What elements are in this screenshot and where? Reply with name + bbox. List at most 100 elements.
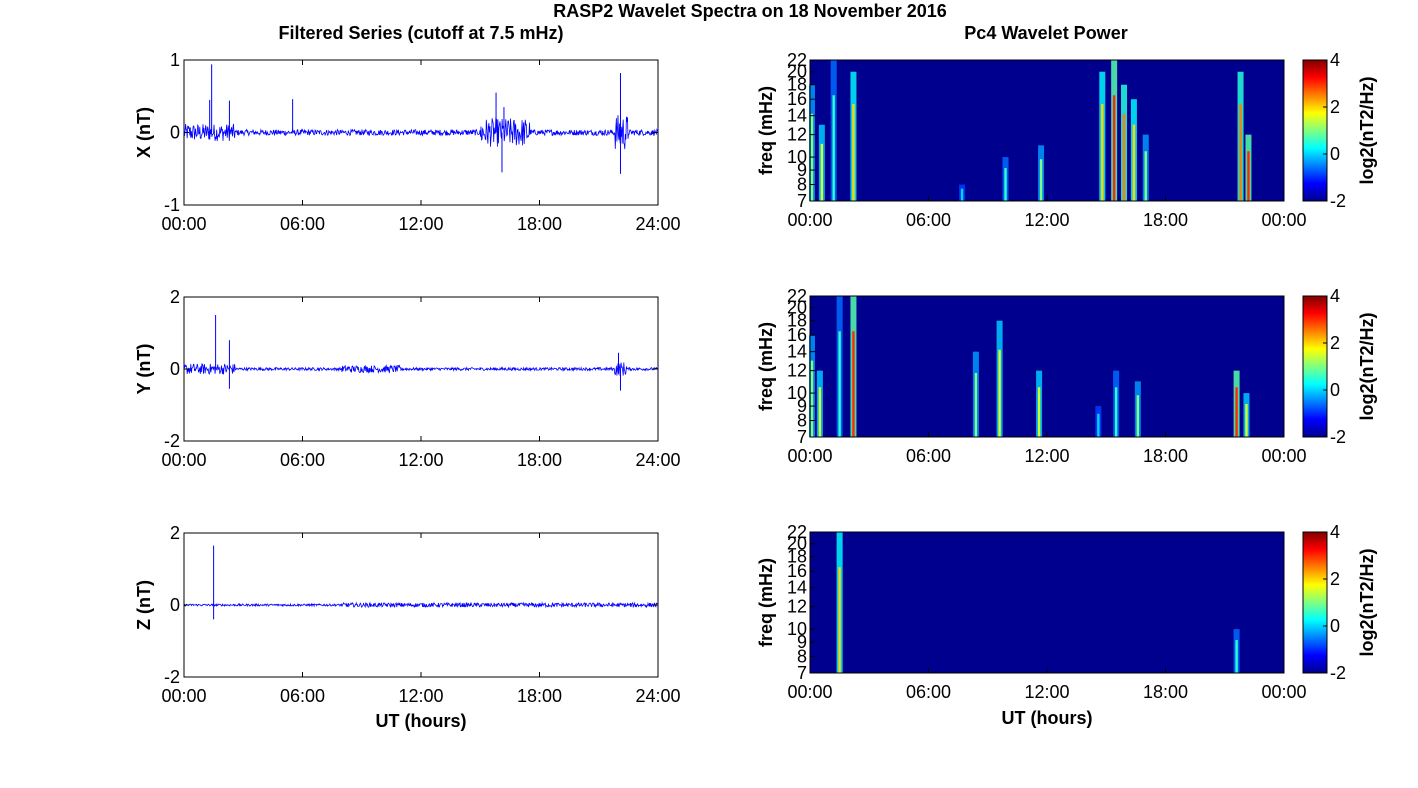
y-tick-label: 12 [787,125,807,145]
right-column-title: Pc4 Wavelet Power [964,23,1127,43]
x-tick-label: 06:00 [906,210,951,230]
x-tick-label: 12:00 [398,686,443,706]
colorbar-gradient [1302,295,1328,438]
y-tick-label: 22 [787,286,807,306]
x-tick-label: 06:00 [906,682,951,702]
y-tick-label: 9 [797,396,807,416]
power-burst [998,349,1001,437]
colorbar-tick-label: 4 [1330,286,1340,306]
y-tick-label: 0 [170,595,180,615]
y-tick-label: 10 [787,619,807,639]
y-tick-label: 14 [787,578,807,598]
y-tick-label: 2 [170,287,180,307]
series-trace [183,362,659,377]
power-burst [1239,104,1242,201]
y-tick-label: 7 [797,427,807,447]
y-tick-label: 10 [787,383,807,403]
power-burst [1235,387,1238,437]
y-axis-label: Z (nT) [134,580,154,630]
series-trace [183,115,659,150]
power-burst [818,387,822,437]
colorbar-label: log2(nT2/Hz) [1357,313,1377,421]
colorbar-gradient [1302,59,1328,202]
colorbar-tick-label: 0 [1330,380,1340,400]
colorbar-tick-label: 2 [1330,97,1340,117]
x-tick-label: 00:00 [161,214,206,234]
y-tick-label: 18 [787,311,807,331]
y-tick-label: 22 [787,50,807,70]
colorbar-3: -2 0 2 4 log2(nT2/Hz) [1302,522,1377,683]
x-tick-label: 18:00 [1143,682,1188,702]
wavelet-panel-2: 00:00 06:00 12:00 18:00 00:00789101214161820… [756,286,1307,466]
y-tick-label: 12 [787,597,807,617]
x-tick-label: 18:00 [1143,446,1188,466]
y-axis-label: freq (mHz) [756,86,776,175]
y-axis-label: freq (mHz) [756,322,776,411]
colorbar-label: log2(nT2/Hz) [1357,77,1377,185]
y-tick-label: 18 [787,547,807,567]
x-tick-label: 18:00 [517,214,562,234]
y-tick-label: 14 [787,342,807,362]
y-tick-label: 16 [787,561,807,581]
x-axis-label: UT (hours) [376,711,467,731]
colorbar-tick-label: 4 [1330,522,1340,542]
series-panel-2: 00:00 06:00 12:00 18:00 24:00 -2 0 2 Y (nT) [134,287,681,470]
power-burst [1004,168,1007,201]
colorbar-tick-label: -2 [1330,663,1346,683]
y-tick-label: 10 [787,147,807,167]
figure-title: RASP2 Wavelet Spectra on 18 November 201… [553,1,947,21]
wavelet-panel-3: 00:00 06:00 12:00 18:00 00:00789101214161820… [756,522,1307,728]
y-tick-label: 8 [797,411,807,431]
y-tick-label: 16 [787,89,807,109]
power-burst [810,360,814,437]
x-tick-label: 12:00 [398,214,443,234]
x-tick-label: 00:00 [161,450,206,470]
y-tick-label: 8 [797,175,807,195]
series-panel-1: 00:00 06:00 12:00 18:00 24:00 -1 0 1 X (nT) [134,50,681,234]
colorbar-label: log2(nT2/Hz) [1357,549,1377,657]
colorbar-gradient [1302,531,1328,674]
series-trace [183,601,659,609]
x-tick-label: 24:00 [635,686,680,706]
y-tick-label: 0 [170,359,180,379]
series-panel-3: 00:00 06:00 12:00 18:00 24:00 -2 0 2 Z (nT) UT (h… [134,523,681,731]
power-burst [838,567,841,673]
power-burst [974,372,978,437]
x-tick-label: 06:00 [280,686,325,706]
x-tick-label: 00:00 [787,446,832,466]
power-background [810,532,1284,673]
x-tick-label: 18:00 [517,450,562,470]
left-column-title: Filtered Series (cutoff at 7.5 mHz) [278,23,563,43]
x-tick-label: 18:00 [1143,210,1188,230]
colorbar-2: -2 0 2 4 log2(nT2/Hz) [1302,286,1377,447]
x-tick-label: 00:00 [1261,210,1306,230]
y-tick-label: 9 [797,632,807,652]
x-axis-label: UT (hours) [1002,708,1093,728]
colorbar-tick-label: 2 [1330,333,1340,353]
y-tick-label: 8 [797,647,807,667]
power-burst [820,143,824,201]
power-burst [1122,113,1126,201]
y-tick-label: 7 [797,191,807,211]
x-tick-label: 06:00 [280,214,325,234]
y-axis-label: Y (nT) [134,344,154,395]
colorbar-tick-label: -2 [1330,191,1346,211]
colorbar-1: -2 0 2 4 log2(nT2/Hz) [1302,50,1377,211]
y-tick-label: 12 [787,361,807,381]
power-burst [1112,95,1116,201]
y-tick-label: 20 [787,62,807,82]
power-burst [1097,413,1100,437]
colorbar-tick-label: 4 [1330,50,1340,70]
y-tick-label: 20 [787,534,807,554]
y-tick-label: -2 [164,667,180,687]
power-burst [1144,151,1147,201]
x-tick-label: 00:00 [1261,446,1306,466]
y-tick-label: 20 [787,298,807,318]
y-tick-label: 0 [170,123,180,143]
x-tick-label: 12:00 [1024,682,1069,702]
power-burst [1114,387,1118,437]
power-burst [1101,104,1104,201]
power-burst [838,331,841,437]
y-axis-label: X (nT) [134,107,154,158]
